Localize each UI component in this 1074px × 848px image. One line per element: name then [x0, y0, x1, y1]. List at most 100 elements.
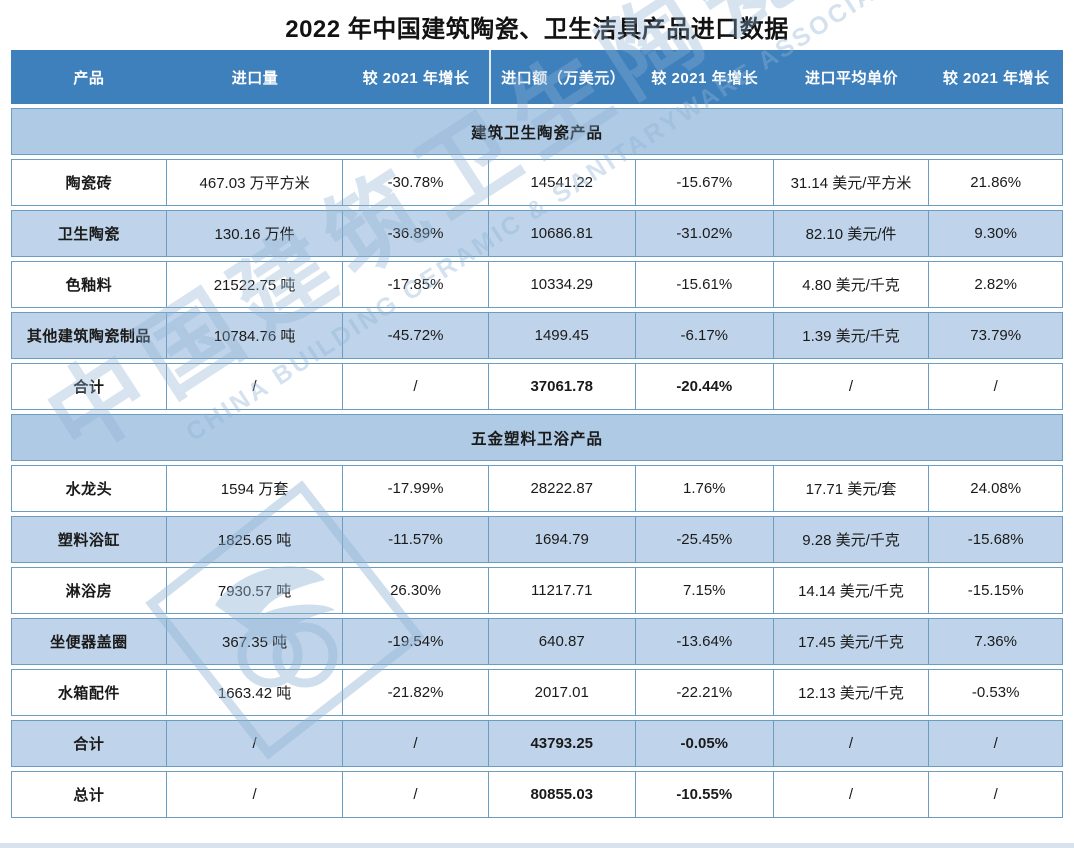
value-cell: /	[343, 363, 489, 410]
value-cell: 17.71 美元/套	[773, 465, 930, 512]
value-cell: /	[773, 771, 930, 818]
value-cell: -13.64%	[635, 618, 774, 665]
value-cell: 1694.79	[488, 516, 636, 563]
value-cell: -15.67%	[635, 159, 774, 206]
value-cell: 21.86%	[929, 159, 1063, 206]
value-cell: 1.39 美元/千克	[773, 312, 930, 359]
value-cell: 14.14 美元/千克	[773, 567, 930, 614]
product-cell: 合计	[11, 363, 167, 410]
value-cell: -45.72%	[343, 312, 489, 359]
value-cell: 130.16 万件	[166, 210, 344, 257]
value-cell: -36.89%	[343, 210, 489, 257]
value-cell: -17.99%	[343, 465, 489, 512]
value-cell: 26.30%	[343, 567, 489, 614]
table-header-row: 产品 进口量较 2021 年增长 进口额（万美元）较 2021 年增长 进口平均单价较…	[11, 50, 1063, 104]
table-row: 色釉料 21522.75 吨 -17.85% 10334.29 -15.61% 4.80 …	[11, 261, 1063, 308]
value-cell: -21.82%	[343, 669, 489, 716]
value-cell: 7930.57 吨	[166, 567, 344, 614]
product-cell: 淋浴房	[11, 567, 167, 614]
value-cell: 21522.75 吨	[166, 261, 344, 308]
table-row: 陶瓷砖 467.03 万平方米 -30.78% 14541.22 -15.67% 31.1…	[11, 159, 1063, 206]
value-cell: 1594 万套	[166, 465, 344, 512]
product-cell: 卫生陶瓷	[11, 210, 167, 257]
value-cell: -22.21%	[635, 669, 774, 716]
value-cell: 367.35 吨	[166, 618, 344, 665]
column-header-6: 较 2021 年增长	[929, 50, 1063, 104]
value-cell: -25.45%	[635, 516, 774, 563]
table-row: 卫生陶瓷 130.16 万件 -36.89% 10686.81 -31.02% 82.10…	[11, 210, 1063, 257]
value-cell: /	[343, 771, 489, 818]
import-data-table: 产品 进口量较 2021 年增长 进口额（万美元）较 2021 年增长 进口平均单价较…	[11, 46, 1063, 822]
value-cell: 14541.22	[488, 159, 636, 206]
product-cell: 塑料浴缸	[11, 516, 167, 563]
value-cell: -20.44%	[635, 363, 774, 410]
product-cell: 总计	[11, 771, 167, 818]
value-cell: -6.17%	[635, 312, 774, 359]
value-cell: -15.15%	[929, 567, 1063, 614]
column-header-3: 进口额（万美元）	[488, 50, 636, 104]
table-row: 坐便器盖圈 367.35 吨 -19.54% 640.87 -13.64% 17.45 美…	[11, 618, 1063, 665]
product-cell: 色釉料	[11, 261, 167, 308]
table-row: 淋浴房 7930.57 吨 26.30% 11217.71 7.15% 14.14 美元/…	[11, 567, 1063, 614]
value-cell: /	[929, 720, 1063, 767]
column-header-1: 进口量	[166, 50, 344, 104]
value-cell: -17.85%	[343, 261, 489, 308]
section-header-row: 建筑卫生陶瓷产品	[11, 108, 1063, 155]
bottom-strip	[0, 843, 1074, 848]
value-cell: 10784.76 吨	[166, 312, 344, 359]
value-cell: 28222.87	[488, 465, 636, 512]
column-header-4: 较 2021 年增长	[635, 50, 774, 104]
value-cell: -15.68%	[929, 516, 1063, 563]
product-cell: 水龙头	[11, 465, 167, 512]
value-cell: 9.28 美元/千克	[773, 516, 930, 563]
value-cell: 10686.81	[488, 210, 636, 257]
column-header-5: 进口平均单价	[773, 50, 930, 104]
value-cell: -0.05%	[635, 720, 774, 767]
value-cell: -15.61%	[635, 261, 774, 308]
value-cell: /	[929, 771, 1063, 818]
value-cell: -19.54%	[343, 618, 489, 665]
value-cell: 11217.71	[488, 567, 636, 614]
value-cell: 4.80 美元/千克	[773, 261, 930, 308]
value-cell: 12.13 美元/千克	[773, 669, 930, 716]
table-row: 其他建筑陶瓷制品 10784.76 吨 -45.72% 1499.45 -6.17% 1.…	[11, 312, 1063, 359]
section-header-row: 五金塑料卫浴产品	[11, 414, 1063, 461]
value-cell: 80855.03	[488, 771, 636, 818]
value-cell: 10334.29	[488, 261, 636, 308]
table-row: 合计 //37061.78 -20.44% / /	[11, 363, 1063, 410]
value-cell: 1663.42 吨	[166, 669, 344, 716]
value-cell: /	[166, 720, 344, 767]
value-cell: 7.15%	[635, 567, 774, 614]
value-cell: /	[929, 363, 1063, 410]
table-row: 塑料浴缸 1825.65 吨 -11.57% 1694.79 -25.45% 9.28 美…	[11, 516, 1063, 563]
value-cell: 1499.45	[488, 312, 636, 359]
table-row: 合计 //43793.25 -0.05% / /	[11, 720, 1063, 767]
table-row: 水龙头 1594 万套 -17.99% 28222.87 1.76% 17.71 美元/套…	[11, 465, 1063, 512]
value-cell: -31.02%	[635, 210, 774, 257]
value-cell: -30.78%	[343, 159, 489, 206]
value-cell: -0.53%	[929, 669, 1063, 716]
table-row: 水箱配件 1663.42 吨 -21.82% 2017.01 -22.21% 12.13 …	[11, 669, 1063, 716]
product-cell: 陶瓷砖	[11, 159, 167, 206]
product-cell: 水箱配件	[11, 669, 167, 716]
value-cell: 9.30%	[929, 210, 1063, 257]
value-cell: -10.55%	[635, 771, 774, 818]
value-cell: 24.08%	[929, 465, 1063, 512]
product-cell: 合计	[11, 720, 167, 767]
value-cell: -11.57%	[343, 516, 489, 563]
section-header-label: 建筑卫生陶瓷产品	[11, 108, 1063, 155]
value-cell: 73.79%	[929, 312, 1063, 359]
value-cell: 467.03 万平方米	[166, 159, 344, 206]
value-cell: 31.14 美元/平方米	[773, 159, 930, 206]
value-cell: 37061.78	[488, 363, 636, 410]
value-cell: 7.36%	[929, 618, 1063, 665]
section-header-label: 五金塑料卫浴产品	[11, 414, 1063, 461]
column-header-0: 产品	[11, 50, 167, 104]
value-cell: 82.10 美元/件	[773, 210, 930, 257]
value-cell: 640.87	[488, 618, 636, 665]
page-title: 2022 年中国建筑陶瓷、卫生洁具产品进口数据	[285, 16, 789, 43]
value-cell: /	[773, 720, 930, 767]
value-cell: /	[166, 771, 344, 818]
value-cell: 2.82%	[929, 261, 1063, 308]
